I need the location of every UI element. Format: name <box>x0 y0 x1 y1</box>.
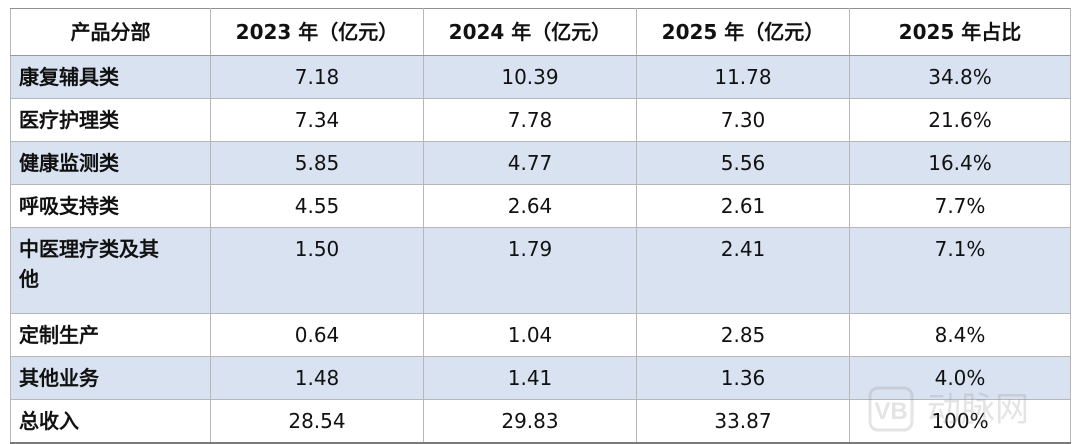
value-2024: 2.64 <box>423 184 637 228</box>
table-row: 定制生产 0.64 1.04 2.85 8.4% <box>10 313 1071 357</box>
value-2025: 5.56 <box>636 141 850 185</box>
value-2024: 1.04 <box>423 313 637 357</box>
header-2025: 2025 年（亿元） <box>636 8 850 56</box>
table-container: 产品分部 2023 年（亿元） 2024 年（亿元） 2025 年（亿元） 20… <box>10 8 1071 444</box>
value-2023: 28.54 <box>210 399 424 444</box>
row-label: 医疗护理类 <box>10 98 211 142</box>
value-2023: 1.50 <box>210 227 424 314</box>
value-2024: 4.77 <box>423 141 637 185</box>
table-row: 中医理疗类及其 他 1.50 1.79 2.41 7.1% <box>10 227 1071 314</box>
header-product-segment: 产品分部 <box>10 8 211 56</box>
table-body: 康复辅具类 7.18 10.39 11.78 34.8% 医疗护理类 7.34 … <box>10 55 1071 444</box>
table-row: 呼吸支持类 4.55 2.64 2.61 7.7% <box>10 184 1071 228</box>
value-share: 7.1% <box>849 227 1071 314</box>
value-2024: 1.79 <box>423 227 637 314</box>
row-label: 中医理疗类及其 他 <box>10 227 211 314</box>
header-2024: 2024 年（亿元） <box>423 8 637 56</box>
row-label: 呼吸支持类 <box>10 184 211 228</box>
header-row: 产品分部 2023 年（亿元） 2024 年（亿元） 2025 年（亿元） 20… <box>10 8 1071 56</box>
header-2023: 2023 年（亿元） <box>210 8 424 56</box>
value-share: 4.0% <box>849 356 1071 400</box>
value-2025: 2.85 <box>636 313 850 357</box>
table-row: 健康监测类 5.85 4.77 5.56 16.4% <box>10 141 1071 185</box>
header-2025-share: 2025 年占比 <box>849 8 1071 56</box>
row-label-line-1: 中医理疗类及其 <box>19 237 159 261</box>
row-label: 总收入 <box>10 399 211 444</box>
value-2023: 7.34 <box>210 98 424 142</box>
value-share: 7.7% <box>849 184 1071 228</box>
value-share: 16.4% <box>849 141 1071 185</box>
value-share: 21.6% <box>849 98 1071 142</box>
value-2025: 1.36 <box>636 356 850 400</box>
table-row: 康复辅具类 7.18 10.39 11.78 34.8% <box>10 55 1071 99</box>
value-2023: 7.18 <box>210 55 424 99</box>
row-label: 定制生产 <box>10 313 211 357</box>
value-2023: 4.55 <box>210 184 424 228</box>
value-2023: 5.85 <box>210 141 424 185</box>
product-segment-table: 产品分部 2023 年（亿元） 2024 年（亿元） 2025 年（亿元） 20… <box>10 8 1071 444</box>
value-2024: 29.83 <box>423 399 637 444</box>
value-2025: 33.87 <box>636 399 850 444</box>
value-2025: 2.61 <box>636 184 850 228</box>
value-2023: 1.48 <box>210 356 424 400</box>
value-share: 34.8% <box>849 55 1071 99</box>
value-2025: 11.78 <box>636 55 850 99</box>
table-row: 医疗护理类 7.34 7.78 7.30 21.6% <box>10 98 1071 142</box>
value-2024: 1.41 <box>423 356 637 400</box>
value-2025: 2.41 <box>636 227 850 314</box>
value-share: 8.4% <box>849 313 1071 357</box>
row-label: 其他业务 <box>10 356 211 400</box>
row-label-line-2: 他 <box>19 267 39 291</box>
table-header: 产品分部 2023 年（亿元） 2024 年（亿元） 2025 年（亿元） 20… <box>10 8 1071 56</box>
row-label: 康复辅具类 <box>10 55 211 99</box>
value-2024: 10.39 <box>423 55 637 99</box>
table-row: 总收入 28.54 29.83 33.87 100% <box>10 399 1071 444</box>
value-2025: 7.30 <box>636 98 850 142</box>
value-2023: 0.64 <box>210 313 424 357</box>
value-2024: 7.78 <box>423 98 637 142</box>
value-share: 100% <box>849 399 1071 444</box>
table-row: 其他业务 1.48 1.41 1.36 4.0% <box>10 356 1071 400</box>
row-label: 健康监测类 <box>10 141 211 185</box>
